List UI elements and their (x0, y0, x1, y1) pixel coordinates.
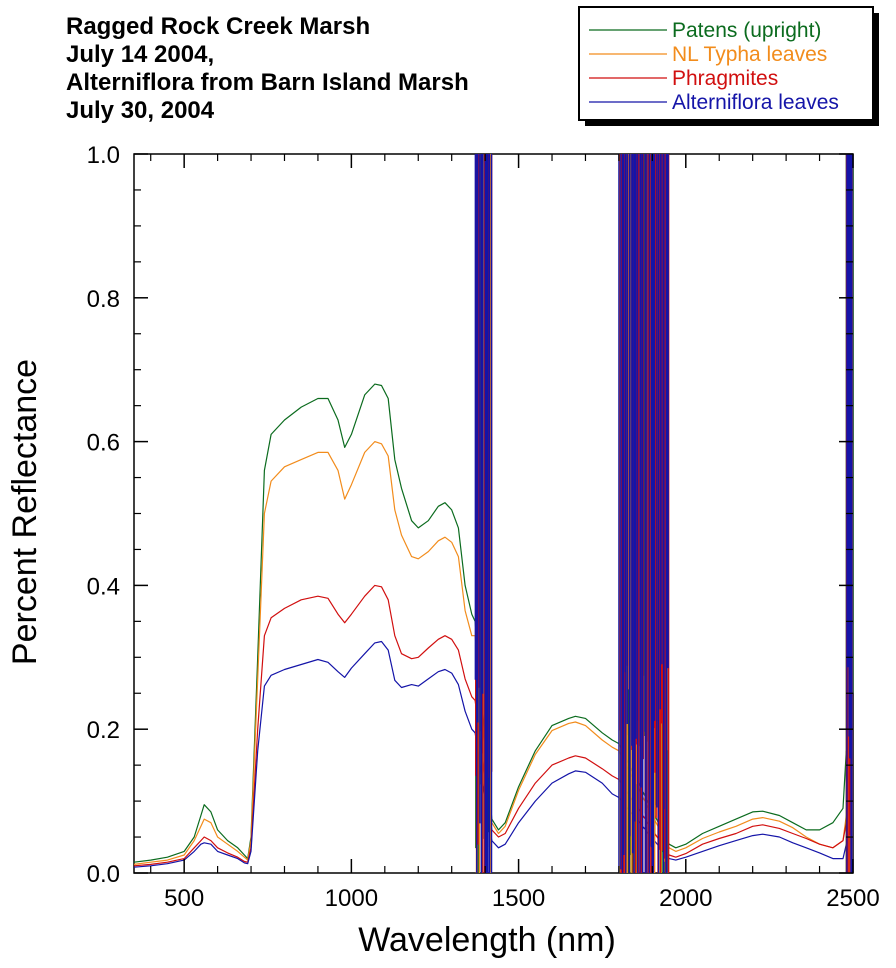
y-axis-label: Percent Reflectance (6, 359, 44, 665)
x-axis-label: Wavelength (nm) (358, 921, 616, 959)
title-line-1: Ragged Rock Creek Marsh (66, 13, 370, 40)
y-tick-label: 0.0 (87, 861, 120, 888)
y-tick-label: 0.2 (87, 717, 120, 744)
legend-label-0: Patens (upright) (672, 19, 821, 42)
y-tick-label: 0.4 (87, 573, 120, 600)
legend-label-2: Phragmites (672, 67, 778, 90)
series-line-2 (133, 584, 847, 867)
chart-title: Ragged Rock Creek Marsh July 14 2004, Al… (66, 13, 469, 124)
legend-label-1: NL Typha leaves (672, 43, 827, 66)
x-tick-label: 2000 (659, 885, 712, 912)
title-line-3: Alterniflora from Barn Island Marsh (66, 69, 469, 96)
x-tick-label: 1500 (492, 885, 545, 912)
y-tick-label: 0.6 (87, 430, 120, 457)
legend: Patens (upright)NL Typha leavesPhragmite… (578, 6, 879, 126)
series-line-0 (133, 383, 847, 863)
series-line-3 (133, 640, 847, 868)
noise-spikes-3 (474, 154, 493, 873)
axis-layer: 500 1000 1500 2000 2500 0.0 0.2 0.4 0.6 0.8 1.0 (87, 142, 880, 912)
x-tick-label: 1000 (325, 885, 378, 912)
title-line-4: July 30, 2004 (66, 97, 215, 124)
y-tick-label: 1.0 (87, 142, 120, 169)
title-line-2: July 14 2004, (66, 41, 214, 68)
noise-band-1 (618, 154, 670, 873)
y-tick-label: 0.8 (87, 286, 120, 313)
series-line-1 (133, 441, 847, 865)
legend-label-3: Alterniflora leaves (672, 91, 839, 114)
x-tick-label: 500 (164, 885, 204, 912)
noise-spikes-3 (618, 154, 669, 873)
x-tick-label: 2500 (826, 885, 879, 912)
legend-box (578, 6, 874, 121)
noise-band-0 (474, 154, 493, 873)
